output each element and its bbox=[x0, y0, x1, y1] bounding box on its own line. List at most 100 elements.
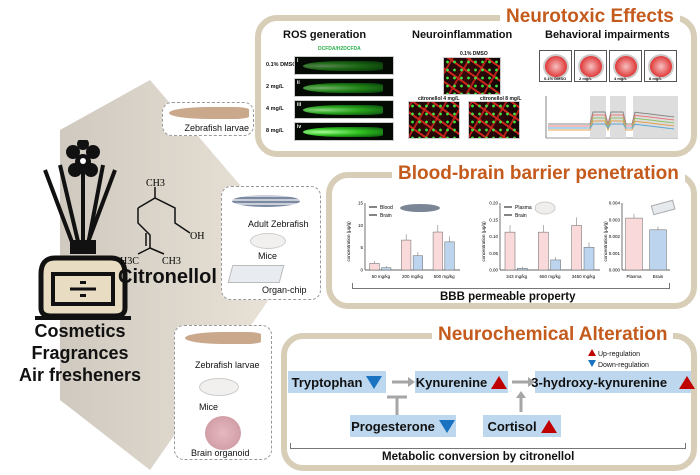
bar bbox=[538, 231, 549, 271]
bar bbox=[444, 241, 455, 271]
pathway-arrows bbox=[387, 377, 535, 415]
section-neuroinflammation: Neuroinflammation bbox=[412, 29, 513, 41]
bbb-charts: concentration (μg/g) 0 5 10 15 50 mg/kg 200 mg… bbox=[346, 199, 676, 279]
zebrafish-larvae-icon bbox=[169, 107, 249, 119]
zebrafish-larvae-icon bbox=[185, 332, 261, 344]
organ-chip-icon bbox=[650, 199, 676, 216]
light-period bbox=[590, 96, 606, 138]
zebrafish-icon bbox=[400, 204, 440, 212]
trajectory-dish: 2 mg/L bbox=[574, 50, 607, 82]
bar bbox=[571, 225, 582, 271]
legend-up: Up-regulation bbox=[597, 351, 640, 358]
legend-entry: Blood bbox=[380, 205, 393, 211]
ch3-right-label: CH3 bbox=[162, 256, 181, 266]
bar bbox=[504, 231, 516, 271]
product-air-fresheners: Air fresheners bbox=[18, 365, 142, 385]
mouse-icon bbox=[250, 233, 286, 249]
bracket bbox=[352, 283, 670, 289]
brain-organoid-icon bbox=[205, 416, 241, 450]
fish-fluorescence-image: ii bbox=[294, 78, 394, 97]
bar bbox=[412, 255, 423, 271]
x-tick-label: 343 mg/kg bbox=[506, 274, 528, 279]
h3c-label: H3C bbox=[120, 256, 139, 266]
node-cortisol: Cortisol bbox=[483, 415, 561, 437]
image-label: 0.1% DMSO bbox=[460, 51, 488, 57]
up-triangle-icon bbox=[491, 375, 508, 389]
y-tick-label: 0.004 bbox=[609, 201, 621, 206]
model-label: Zebrafish larvae bbox=[195, 360, 260, 370]
node-progesterone: Progesterone bbox=[350, 415, 456, 437]
y-axis-label: concentration (μg/g) bbox=[481, 221, 486, 262]
microscopy-image-4mg bbox=[408, 101, 460, 139]
behavior-line-chart bbox=[545, 96, 678, 139]
y-tick-label: 0.00 bbox=[489, 268, 498, 273]
legend-down: Down-regulation bbox=[597, 362, 649, 369]
citronellol-structure: CH3 OH H3C CH3 bbox=[120, 178, 204, 266]
stain-label: DCFDA/H2DCFDA bbox=[318, 46, 361, 52]
bar bbox=[625, 217, 643, 271]
model-label: Organ-chip bbox=[262, 285, 307, 295]
mouse-icon bbox=[199, 378, 239, 396]
x-tick-label: 650 mg/kg bbox=[539, 274, 561, 279]
y-tick-label: 0.15 bbox=[489, 217, 498, 222]
trajectory-dish: 4 mg/L bbox=[609, 50, 642, 82]
compound-name: Citronellol bbox=[118, 266, 217, 288]
behavior-series-line bbox=[548, 111, 675, 125]
y-axis-label: concentration (μg/g) bbox=[603, 221, 608, 262]
oh-label: OH bbox=[190, 231, 204, 242]
down-triangle-icon bbox=[366, 375, 383, 389]
model-box-neurochemical: Zebrafish larvae Mice Brain organoid bbox=[174, 325, 272, 460]
model-label: Zebrafish larvae bbox=[184, 123, 249, 133]
bbb-footer: BBB permeable property bbox=[440, 291, 576, 303]
node-3-hydroxy-kynurenine: 3-hydroxy-kynurenine bbox=[531, 371, 695, 393]
model-box-bbb: Adult Zebrafish Mice Organ-chip bbox=[221, 186, 321, 300]
y-tick-label: 0.001 bbox=[609, 251, 621, 256]
x-tick-label: 50 mg/kg bbox=[372, 274, 391, 279]
bar bbox=[649, 229, 667, 271]
bar bbox=[369, 263, 380, 271]
down-triangle-icon bbox=[588, 360, 596, 367]
product-cosmetics: Cosmetics bbox=[34, 321, 126, 341]
bar bbox=[381, 267, 392, 271]
x-tick-label: Plasma bbox=[626, 274, 642, 279]
bracket bbox=[290, 443, 686, 449]
fish-fluorescence-image: i bbox=[294, 56, 394, 75]
up-triangle-icon bbox=[588, 349, 596, 356]
adult-zebrafish-icon bbox=[232, 195, 300, 207]
model-label: Adult Zebrafish bbox=[248, 219, 309, 229]
neurotoxic-title: Neurotoxic Effects bbox=[500, 6, 680, 28]
dose-label: 4 mg/L bbox=[266, 106, 284, 112]
behavior-series-line bbox=[548, 123, 675, 130]
image-label: citronellol 8 mg/L bbox=[480, 96, 522, 102]
y-tick-label: 0.05 bbox=[489, 251, 498, 256]
trajectory-dish: 0.1% DMSO bbox=[539, 50, 572, 82]
y-tick-label: 0.002 bbox=[609, 234, 621, 239]
funnel-arrow-shape bbox=[60, 80, 300, 470]
light-period bbox=[610, 96, 626, 138]
neurochem-title: Neurochemical Alteration bbox=[432, 324, 674, 346]
microscopy-image-dmso bbox=[443, 57, 501, 95]
dose-label: 0.1% DMSO bbox=[266, 62, 297, 68]
y-axis-label: concentration (μg/g) bbox=[346, 221, 351, 262]
bar bbox=[432, 231, 443, 271]
x-tick-label: 500 mg/kg bbox=[434, 274, 456, 279]
mouse-icon bbox=[534, 201, 556, 215]
dose-label: 2 mg/L bbox=[266, 84, 284, 90]
bar bbox=[550, 259, 561, 271]
y-tick-label: 0.003 bbox=[609, 217, 621, 222]
fish-fluorescence-image: iv bbox=[294, 122, 394, 141]
model-label: Mice bbox=[199, 402, 219, 412]
node-kynurenine: Kynurenine bbox=[415, 371, 508, 393]
product-fragrances: Fragrances bbox=[31, 343, 129, 363]
legend-entry: Plasma bbox=[515, 205, 532, 211]
y-tick-label: 5 bbox=[360, 245, 363, 250]
x-tick-label: 200 mg/kg bbox=[402, 274, 424, 279]
y-tick-label: 10 bbox=[358, 223, 364, 228]
trajectory-dish: 8 mg/L bbox=[644, 50, 677, 82]
ch3-top-label: CH3 bbox=[146, 178, 165, 189]
behavior-series-line bbox=[548, 120, 675, 132]
model-box-neurotoxic: Zebrafish larvae bbox=[162, 102, 254, 136]
y-tick-label: 0.10 bbox=[489, 234, 498, 239]
legend-entry: Brain bbox=[380, 213, 392, 219]
y-tick-label: 15 bbox=[358, 201, 364, 206]
